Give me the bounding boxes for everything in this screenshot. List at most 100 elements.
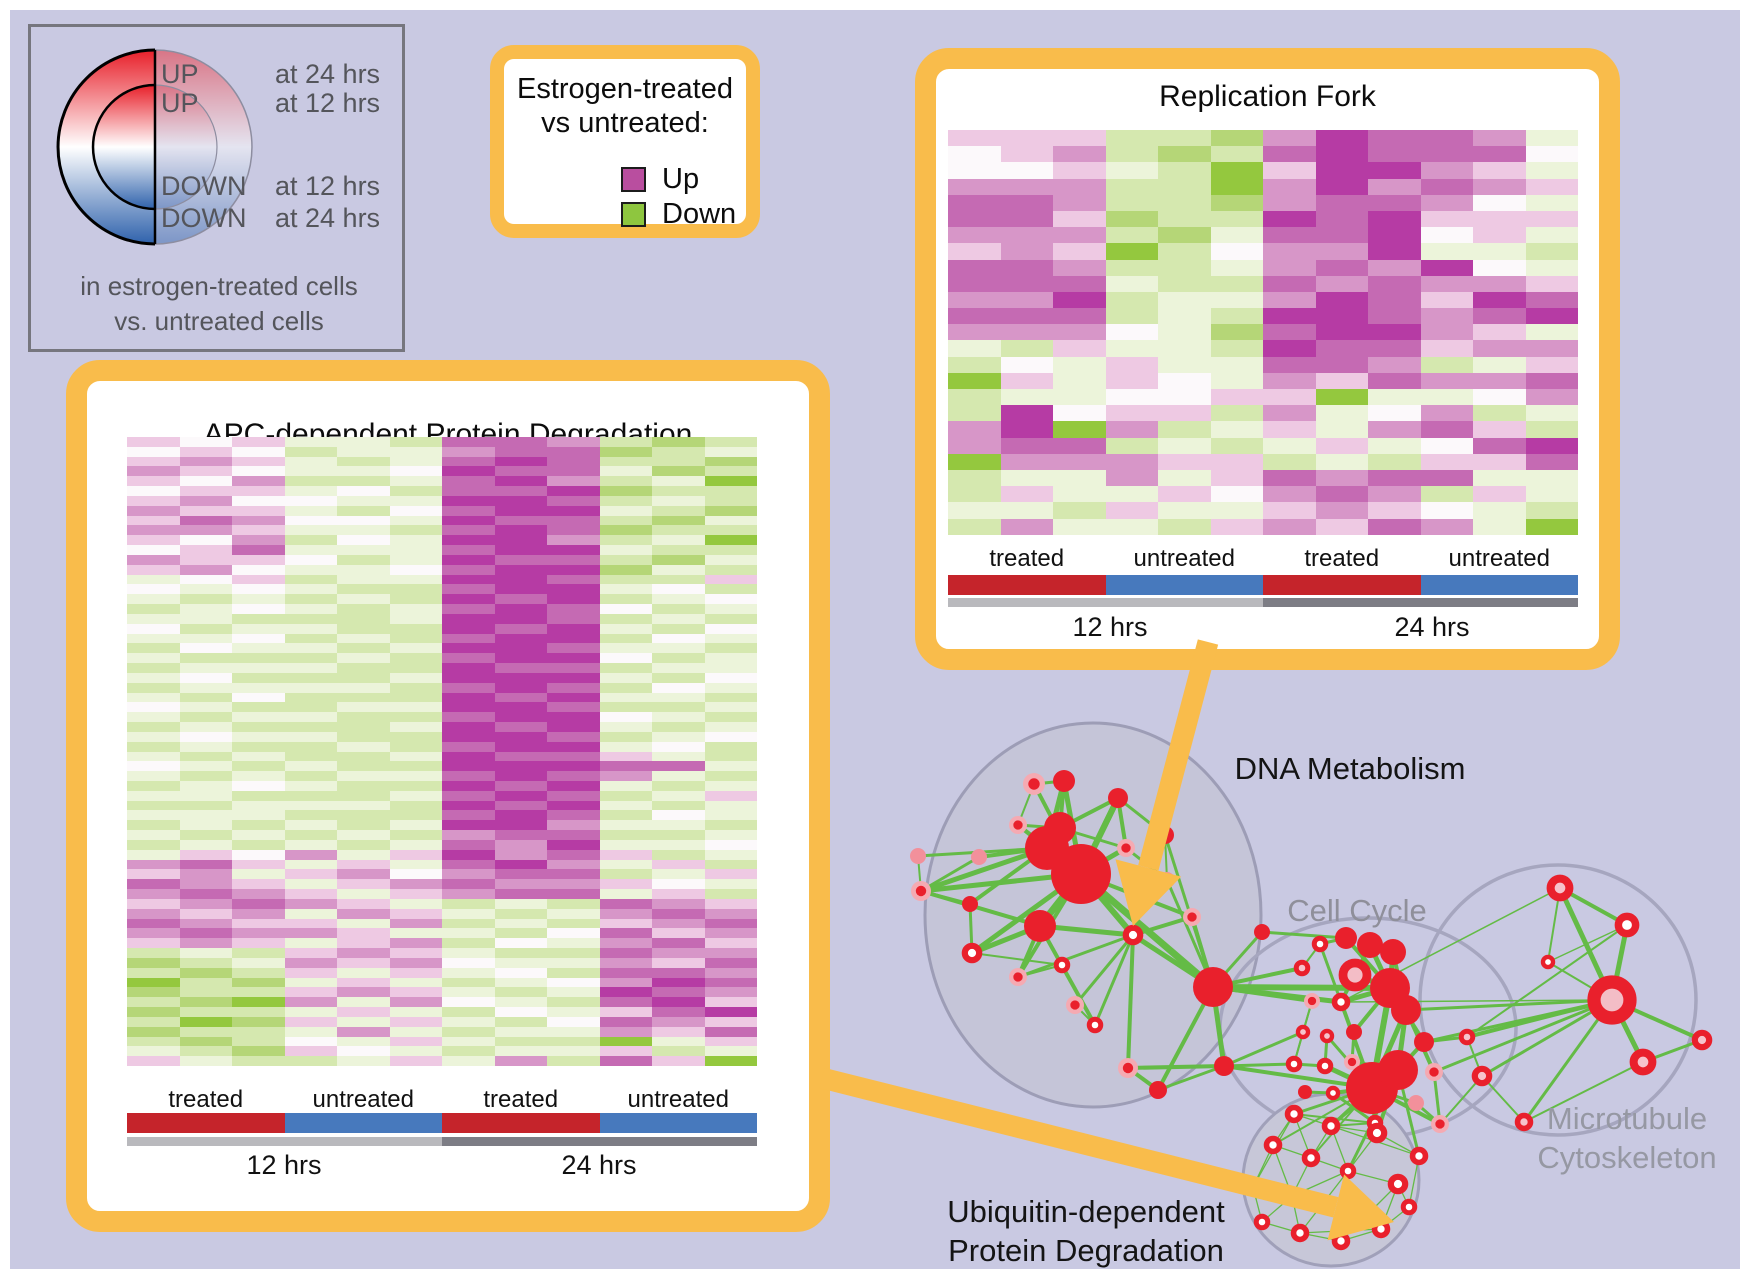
heatmap-cell	[1000, 502, 1053, 519]
heatmap-cell	[442, 604, 495, 614]
heatmap-cell	[704, 879, 757, 890]
legend-caption-line1: in estrogen-treated cells	[80, 271, 357, 301]
up-color-swatch	[621, 167, 646, 192]
heatmap-cell	[284, 918, 337, 929]
heatmap-cell	[1105, 194, 1158, 211]
heatmap-cell	[1158, 275, 1211, 292]
heatmap-cell	[284, 810, 337, 821]
heatmap-cell	[547, 476, 600, 487]
heatmap-cell	[494, 761, 547, 772]
heatmap-cell	[1105, 210, 1158, 228]
network-node-red	[1108, 788, 1128, 808]
heatmap-cell	[494, 1007, 547, 1017]
heatmap-cell	[232, 761, 285, 772]
heatmap-cell	[1473, 146, 1526, 163]
heatmap-cell	[442, 505, 495, 516]
heatmap-cell	[1053, 356, 1106, 373]
heatmap-cell	[389, 839, 442, 850]
heatmap-cell	[1105, 437, 1158, 454]
heatmap-cell	[547, 594, 600, 605]
heatmap-cell	[599, 790, 652, 801]
heatmap-cell	[127, 535, 180, 546]
heatmap-cell	[232, 613, 285, 624]
heatmap-cell	[1053, 259, 1106, 276]
heatmap-cell	[704, 495, 757, 506]
heatmap-cell	[1053, 275, 1106, 292]
heatmap-cell	[127, 987, 180, 998]
heatmap-cell	[1263, 389, 1316, 406]
heatmap-cell	[232, 889, 285, 899]
heatmap-cell	[284, 564, 337, 575]
heatmap-cell	[127, 663, 180, 673]
heatmap-cell	[547, 967, 600, 978]
heatmap-cell	[652, 663, 705, 673]
heatmap-cell	[1473, 178, 1526, 195]
heatmap-cell	[337, 1007, 390, 1017]
heatmap-cell	[389, 663, 442, 673]
heatmap-cell	[948, 486, 1001, 503]
heatmap-cell	[494, 751, 547, 762]
heatmap-cell	[1210, 178, 1263, 195]
heatmap-cell	[1420, 210, 1473, 228]
heatmap-cell	[547, 446, 600, 457]
heatmap-cell	[652, 702, 705, 713]
heatmap-cell	[652, 908, 705, 919]
heatmap-cell	[1473, 486, 1526, 503]
heatmap-cell	[127, 702, 180, 713]
heatmap-cell	[494, 820, 547, 831]
heatmap-cell	[1158, 502, 1211, 519]
heatmap-cell	[494, 633, 547, 644]
network-node-ring-white	[1311, 935, 1329, 953]
heatmap-cell	[179, 564, 232, 575]
heatmap-cell	[337, 938, 390, 949]
heatmap-cell	[179, 928, 232, 939]
heatmap-cell	[179, 545, 232, 555]
heatmap-cell	[1420, 502, 1473, 519]
heatmap-cell	[1315, 469, 1368, 487]
heatmap-cell	[1158, 243, 1211, 260]
heatmap-cell	[389, 623, 442, 634]
heatmap-cell	[704, 613, 757, 624]
heatmap-cell	[1105, 291, 1158, 309]
heatmap-cell	[127, 574, 180, 585]
heatmap-cell	[704, 810, 757, 821]
heatmap-cell	[652, 830, 705, 840]
heatmap-cell	[1105, 227, 1158, 244]
heatmap-cell	[599, 682, 652, 693]
heatmap-cell	[284, 967, 337, 978]
heatmap-cell	[547, 613, 600, 624]
network-node-halo-core	[1013, 820, 1023, 830]
heatmap-cell	[652, 623, 705, 634]
heatmap-cell	[948, 275, 1001, 292]
heatmap-cell	[179, 771, 232, 781]
network-edge	[1157, 1064, 1225, 1092]
heatmap-cell	[179, 997, 232, 1008]
heatmap-cell	[232, 918, 285, 929]
heatmap-cell	[599, 476, 652, 487]
heatmap-cell	[179, 898, 232, 909]
heatmap-cell	[494, 1036, 547, 1047]
heatmap-cell	[494, 584, 547, 595]
heatmap-cell	[442, 957, 495, 968]
heatmap-cell	[232, 1026, 285, 1037]
heatmap-cell	[284, 574, 337, 585]
heatmap-cell	[389, 859, 442, 870]
heatmap-cell	[1105, 178, 1158, 195]
heatmap-cell	[599, 545, 652, 555]
heatmap-cell	[127, 584, 180, 595]
heatmap-cell	[704, 790, 757, 801]
heatmap-cell	[232, 505, 285, 516]
rf-treated-bar-12	[948, 575, 1106, 595]
heatmap-cell	[442, 712, 495, 723]
heatmap-cell	[442, 722, 495, 732]
heatmap-cell	[704, 446, 757, 457]
heatmap-cell	[652, 574, 705, 585]
heatmap-cell	[442, 918, 495, 929]
heatmap-cell	[389, 1016, 442, 1027]
heatmap-cell	[494, 1016, 547, 1027]
heatmap-cell	[1210, 340, 1263, 357]
heatmap-cell	[442, 1036, 495, 1047]
heatmap-cell	[284, 505, 337, 516]
heatmap-cell	[1053, 372, 1106, 389]
heatmap-cell	[652, 790, 705, 801]
